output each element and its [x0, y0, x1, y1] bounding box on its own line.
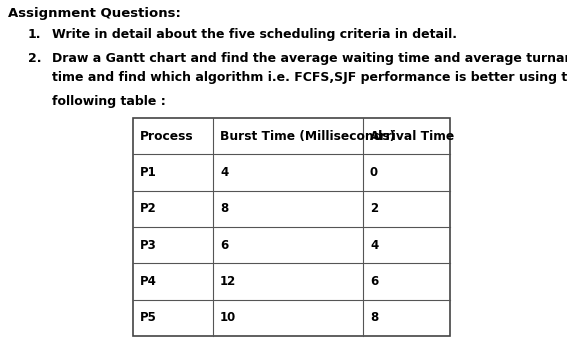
Text: 12: 12 [220, 275, 236, 288]
Text: 6: 6 [370, 275, 378, 288]
Text: following table :: following table : [52, 95, 166, 108]
Text: Process: Process [140, 130, 193, 143]
Text: P3: P3 [140, 239, 156, 252]
Text: P1: P1 [140, 166, 156, 179]
Text: Burst Time (Milliseconds): Burst Time (Milliseconds) [220, 130, 395, 143]
Text: 10: 10 [220, 311, 236, 324]
Text: 4: 4 [220, 166, 229, 179]
Text: P4: P4 [140, 275, 157, 288]
Text: P2: P2 [140, 202, 156, 215]
Text: Assignment Questions:: Assignment Questions: [8, 7, 181, 20]
Text: 6: 6 [220, 239, 229, 252]
Text: Arrival Time: Arrival Time [370, 130, 454, 143]
Text: 2: 2 [370, 202, 378, 215]
Text: Write in detail about the five scheduling criteria in detail.: Write in detail about the five schedulin… [52, 28, 457, 41]
Text: 4: 4 [370, 239, 378, 252]
Text: 8: 8 [370, 311, 378, 324]
Text: Draw a Gantt chart and find the average waiting time and average turnaround: Draw a Gantt chart and find the average … [52, 52, 567, 65]
Text: time and find which algorithm i.e. FCFS,SJF performance is better using the: time and find which algorithm i.e. FCFS,… [52, 71, 567, 84]
Bar [133, 118, 450, 336]
Text: 2.: 2. [28, 52, 41, 65]
Text: P5: P5 [140, 311, 157, 324]
Text: 0: 0 [370, 166, 378, 179]
Text: 8: 8 [220, 202, 229, 215]
Text: 1.: 1. [28, 28, 41, 41]
